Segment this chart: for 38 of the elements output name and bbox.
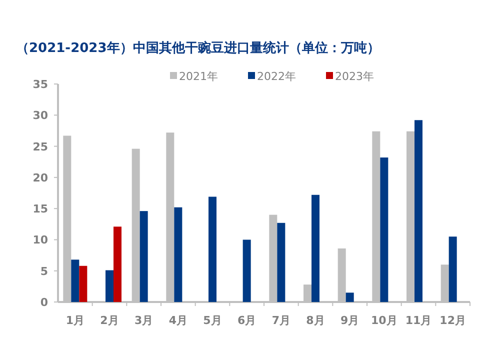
- x-tick-label: 10月: [371, 314, 398, 327]
- bar: [140, 211, 148, 302]
- y-tick-label: 10: [32, 234, 48, 247]
- bar: [414, 120, 422, 302]
- y-tick-label: 20: [32, 171, 48, 184]
- bar: [71, 260, 80, 302]
- x-tick-label: 7月: [272, 314, 290, 327]
- bar: [312, 194, 320, 302]
- legend-label: 2023年: [335, 70, 374, 83]
- x-tick-label: 3月: [134, 314, 154, 327]
- x-tick-label: 8月: [306, 314, 325, 327]
- bar: [346, 292, 354, 302]
- x-tick-label: 6月: [238, 314, 256, 327]
- chart-title: （2021-2023年）中国其他干豌豆进口量统计（单位：万吨）: [16, 40, 380, 56]
- bar: [277, 222, 286, 302]
- legend-label: 2022年: [257, 70, 296, 83]
- bar: [242, 240, 251, 302]
- bar: [448, 236, 457, 302]
- y-tick-label: 0: [40, 296, 48, 309]
- bar: [208, 196, 216, 302]
- y-tick-label: 25: [32, 140, 48, 154]
- bar: [106, 270, 114, 302]
- bar: [174, 207, 182, 302]
- x-tick-label: 5月: [203, 314, 222, 327]
- y-tick-label: 35: [32, 78, 48, 91]
- x-tick-label: 9月: [340, 314, 360, 327]
- bar: [79, 266, 88, 302]
- x-tick-label: 11月: [405, 314, 432, 327]
- x-tick-label: 4月: [168, 314, 188, 327]
- legend-label: 2021年: [179, 70, 218, 83]
- y-tick-label: 30: [32, 109, 48, 122]
- y-tick-label: 5: [40, 264, 48, 278]
- y-tick-label: 15: [32, 202, 48, 216]
- bar: [114, 226, 122, 302]
- x-tick-label: 1月: [66, 314, 84, 327]
- x-tick-label: 12月: [440, 314, 466, 327]
- bar: [380, 157, 388, 302]
- x-tick-label: 2月: [100, 314, 119, 327]
